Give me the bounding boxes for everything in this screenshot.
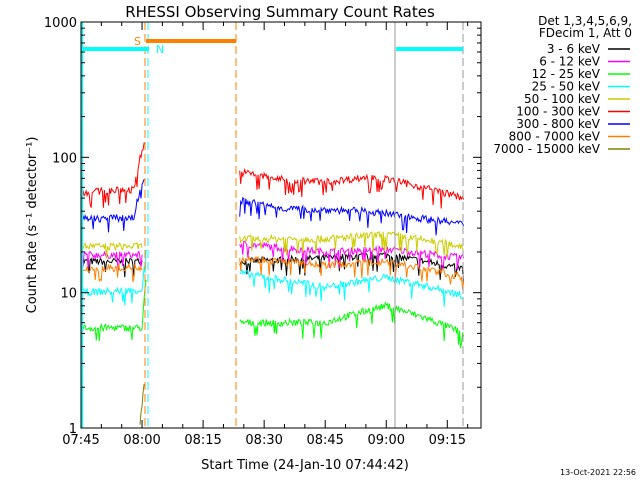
x-tick-label: 08:30 (245, 433, 282, 448)
series-line-3-pre (80, 249, 147, 306)
y-tick-label: 1000 (44, 16, 77, 31)
legend-label-2: 12 - 25 keV (532, 67, 601, 81)
series-line-5-pre (80, 142, 145, 208)
x-tick-label: 09:15 (429, 433, 466, 448)
legend-label-4: 50 - 100 keV (524, 92, 601, 106)
series-line-1-pre (80, 249, 143, 271)
series-line-0-pre (80, 257, 143, 278)
legend-label-3: 25 - 50 keV (532, 80, 601, 94)
y-axis-label: Count Rate (s⁻¹ detector⁻¹) (25, 137, 40, 314)
series-line-2-pre (80, 279, 147, 341)
series-line-6-pre (80, 179, 145, 233)
series-line-7-pre (80, 262, 143, 283)
legend-label-6: 300 - 800 keV (516, 117, 600, 131)
x-tick-label: 07:45 (62, 433, 99, 448)
axes: 07:45 08:00 08:15 08:30 08:45 09:00 09:15 1 10 10… (44, 16, 481, 448)
legend-header-2: FDecim 1, Att 0 (539, 26, 632, 40)
saa-label: S (134, 35, 141, 48)
legend-label-8: 7000 - 15000 keV (493, 142, 600, 156)
series-line-8-pre (139, 384, 145, 425)
legend: Det 1,3,4,5,6,9, FDecim 1, Att 0 3 - 6 k… (493, 14, 632, 156)
y-tick-label: 100 (52, 151, 77, 166)
series-line-2-post (239, 301, 465, 349)
legend-label-1: 6 - 12 keV (539, 55, 601, 69)
x-tick-label: 08:45 (306, 433, 343, 448)
y-tick-label: 1 (69, 422, 77, 437)
series-line-0-post (239, 251, 465, 284)
chart-title: RHESSI Observing Summary Count Rates (125, 3, 435, 21)
series-line-1-post (239, 240, 465, 271)
series-line-4-pre (80, 241, 143, 259)
x-tick-label: 09:00 (368, 433, 405, 448)
series-line-5-post (239, 167, 465, 209)
series-line-7-post (239, 255, 465, 290)
x-tick-label: 08:15 (184, 433, 221, 448)
night-label: N (156, 43, 164, 56)
y-tick-label: 10 (60, 287, 77, 302)
plot-area: SN (80, 22, 465, 428)
legend-label-7: 800 - 7000 keV (509, 130, 601, 144)
series-line-6-post (239, 196, 465, 236)
x-tick-label: 08:00 (123, 433, 160, 448)
series-line-3-post (239, 268, 464, 307)
x-axis-label: Start Time (24-Jan-10 07:44:42) (201, 458, 409, 473)
footer-timestamp: 13-Oct-2021 22:56 (560, 468, 636, 477)
series-line-4-post (239, 230, 464, 258)
legend-header-1: Det 1,3,4,5,6,9, (538, 14, 632, 28)
legend-label-0: 3 - 6 keV (547, 42, 601, 56)
plot-frame (80, 21, 482, 429)
legend-label-5: 100 - 300 keV (516, 105, 600, 119)
